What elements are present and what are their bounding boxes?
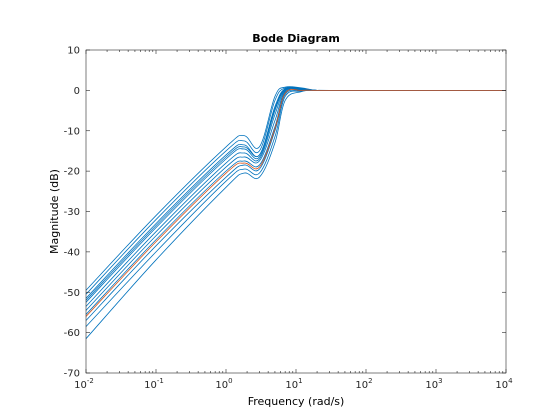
- series-group: [85, 86, 506, 339]
- y-axis-label: Magnitude (dB): [48, 169, 61, 254]
- y-tick-label: -60: [64, 328, 80, 339]
- x-tick-label: 10-1: [144, 377, 164, 391]
- x-tick-label: 104: [495, 377, 513, 391]
- y-axis: 10 0 -10 -20 -30 -40 -50 -60 -70: [64, 46, 506, 380]
- y-tick-label: -10: [64, 126, 80, 137]
- x-tick-label: 103: [425, 377, 442, 391]
- plot-area: [86, 50, 506, 373]
- y-tick-label: 10: [67, 46, 80, 57]
- x-axis-label: Frequency (rad/s): [248, 395, 345, 408]
- x-tick-label: 101: [285, 377, 302, 391]
- series-line-nominal: [85, 88, 506, 317]
- y-tick-label: -30: [64, 207, 80, 218]
- x-tick-label: 100: [215, 377, 232, 391]
- y-tick-label: -20: [64, 167, 80, 178]
- x-tick-label: 10-2: [74, 377, 94, 391]
- y-tick-label: 0: [74, 86, 80, 97]
- x-axis: 10-2 10-1 100 101 102 103 104: [74, 50, 513, 391]
- chart-title: Bode Diagram: [252, 32, 340, 45]
- y-tick-label: -70: [64, 369, 80, 380]
- y-tick-label: -50: [64, 288, 80, 299]
- x-tick-label: 102: [355, 377, 372, 391]
- y-tick-label: -40: [64, 247, 80, 258]
